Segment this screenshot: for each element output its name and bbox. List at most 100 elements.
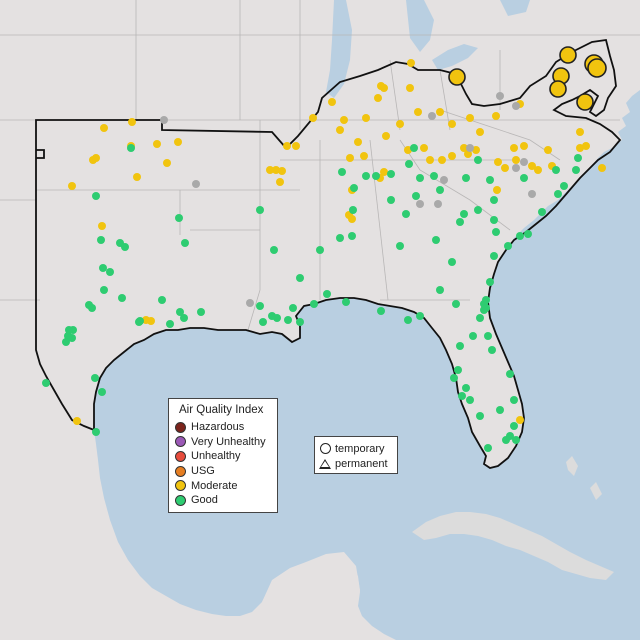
site-good xyxy=(396,242,404,250)
site-good xyxy=(456,218,464,226)
site-good xyxy=(99,264,107,272)
site-good xyxy=(372,172,380,180)
site-good xyxy=(476,314,484,322)
site-good xyxy=(387,196,395,204)
site-good xyxy=(412,192,420,200)
site-good xyxy=(574,154,582,162)
site-moderate xyxy=(407,59,415,67)
site-good xyxy=(62,338,70,346)
site-moderate xyxy=(346,154,354,162)
site-good xyxy=(65,326,73,334)
site-moderate xyxy=(100,124,108,132)
site-good xyxy=(432,236,440,244)
site-good xyxy=(180,314,188,322)
monitor-type-legend: temporary permanent xyxy=(314,436,398,474)
legend-item-moderate: Moderate xyxy=(175,478,271,493)
site-good xyxy=(486,278,494,286)
site-good xyxy=(92,192,100,200)
site-good xyxy=(416,312,424,320)
site-moderate-temporary-monitor xyxy=(576,93,594,111)
site-good xyxy=(452,300,460,308)
site-moderate xyxy=(272,166,280,174)
site-good xyxy=(175,214,183,222)
site-good xyxy=(490,196,498,204)
site-good xyxy=(430,172,438,180)
site-good xyxy=(504,242,512,250)
site-good xyxy=(520,174,528,182)
legend-label: Unhealthy xyxy=(191,450,241,463)
site-good xyxy=(121,243,129,251)
site-good xyxy=(572,166,580,174)
site-good xyxy=(552,166,560,174)
site-moderate-temporary-monitor xyxy=(549,80,567,98)
legend-item-permanent: permanent xyxy=(319,456,393,471)
site-moderate xyxy=(380,168,388,176)
site-good xyxy=(289,304,297,312)
lake-ontario xyxy=(500,0,530,16)
site-moderate-temporary-monitor xyxy=(559,46,577,64)
site-moderate xyxy=(516,416,524,424)
site-no-data xyxy=(246,299,254,307)
site-moderate xyxy=(283,142,291,150)
site-good xyxy=(469,332,477,340)
site-moderate xyxy=(98,222,106,230)
site-moderate xyxy=(492,112,500,120)
site-good xyxy=(362,172,370,180)
land-cuba xyxy=(412,512,614,580)
site-moderate xyxy=(448,152,456,160)
usg-swatch xyxy=(175,465,186,477)
site-moderate xyxy=(528,162,536,170)
site-good xyxy=(496,406,504,414)
site-no-data xyxy=(496,92,504,100)
site-moderate xyxy=(460,144,468,152)
site-good xyxy=(488,346,496,354)
site-good xyxy=(181,239,189,247)
site-good xyxy=(474,206,482,214)
site-moderate xyxy=(448,120,456,128)
site-good xyxy=(462,384,470,392)
site-moderate xyxy=(147,317,155,325)
site-no-data xyxy=(528,190,536,198)
site-good xyxy=(336,234,344,242)
site-moderate-temporary-monitor xyxy=(587,58,607,78)
aqi-legend: Air Quality Index Hazardous Very Unhealt… xyxy=(168,398,278,513)
site-good xyxy=(348,232,356,240)
site-moderate xyxy=(466,114,474,122)
site-moderate xyxy=(436,108,444,116)
site-moderate xyxy=(360,152,368,160)
site-moderate xyxy=(276,178,284,186)
site-moderate xyxy=(153,140,161,148)
site-good xyxy=(100,286,108,294)
site-moderate xyxy=(68,182,76,190)
lake-huron xyxy=(406,0,434,52)
site-good xyxy=(512,436,520,444)
site-good xyxy=(296,318,304,326)
site-good xyxy=(197,308,205,316)
site-good xyxy=(516,232,524,240)
site-moderate xyxy=(414,108,422,116)
land-bahamas xyxy=(566,456,602,500)
very-unhealthy-swatch xyxy=(175,436,186,448)
site-moderate xyxy=(278,167,286,175)
site-moderate xyxy=(520,142,528,150)
site-good xyxy=(456,342,464,350)
site-moderate xyxy=(534,166,542,174)
site-moderate xyxy=(336,126,344,134)
site-moderate xyxy=(501,164,509,172)
site-moderate xyxy=(292,142,300,150)
legend-label: Moderate xyxy=(191,479,238,492)
site-moderate xyxy=(328,98,336,106)
site-good xyxy=(92,428,100,436)
site-good xyxy=(259,318,267,326)
site-moderate xyxy=(354,138,362,146)
site-moderate xyxy=(406,84,414,92)
site-good xyxy=(484,332,492,340)
site-no-data xyxy=(512,102,520,110)
legend-label: Hazardous xyxy=(191,421,245,434)
site-moderate xyxy=(476,128,484,136)
site-good xyxy=(136,317,144,325)
site-moderate xyxy=(163,159,171,167)
site-moderate xyxy=(598,164,606,172)
site-good xyxy=(349,206,357,214)
